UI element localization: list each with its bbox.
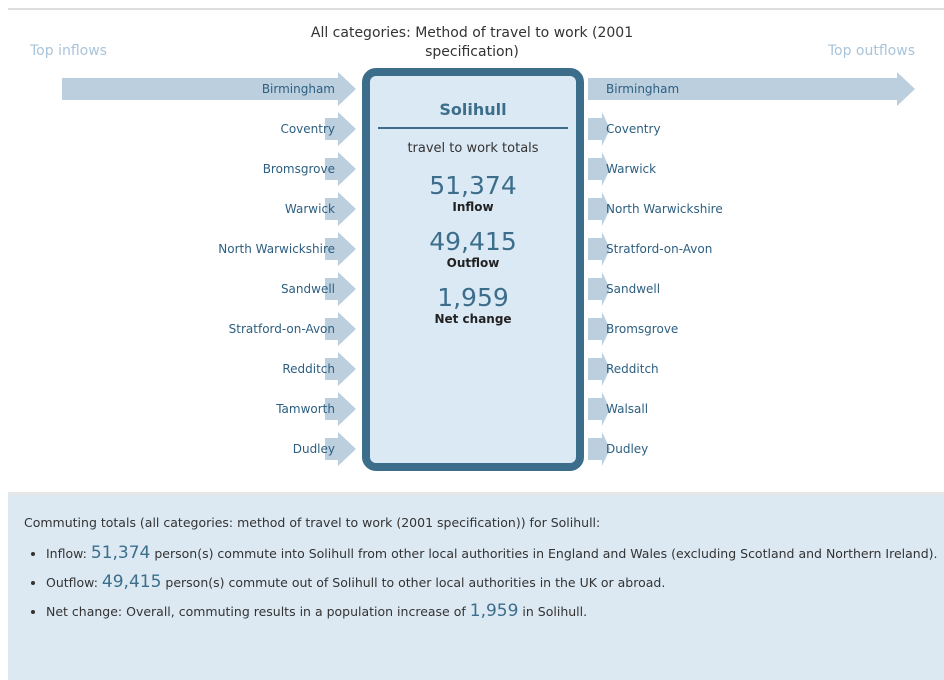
outflow-arrow (588, 112, 610, 146)
inflow-label: Dudley (293, 442, 335, 456)
inflow-arrow (325, 432, 356, 466)
net-label: Net change (434, 312, 512, 326)
bullet-prefix: Outflow: (46, 575, 98, 590)
outflow-label: Bromsgrove (606, 322, 678, 336)
bullet-suffix: in Solihull. (522, 604, 588, 619)
inflow-label: Bromsgrove (263, 162, 335, 176)
inflow-arrow (325, 272, 356, 306)
details-panel: Commuting totals (all categories: method… (8, 492, 944, 680)
inflow-label: Inflow (452, 200, 494, 214)
outflow-arrow (588, 312, 610, 346)
inflow-arrow (325, 112, 356, 146)
inflow-label: Sandwell (281, 282, 335, 296)
summary-box: Solihull travel to work totals 51,374 In… (362, 68, 584, 471)
outflow-label: Sandwell (606, 282, 660, 296)
diagram-panel (8, 8, 944, 492)
inflow-total: 51,374 (429, 171, 517, 200)
bullet-value: 1,959 (469, 601, 519, 621)
inflow-label: Stratford-on-Avon (229, 322, 335, 336)
bullet: Inflow: 51,374 person(s) commute into So… (46, 544, 944, 563)
inflow-arrow (325, 152, 356, 186)
inflow-label: Tamworth (275, 402, 335, 416)
inflow-label: Birmingham (262, 82, 335, 96)
flow-arrows: Birmingham Coventry Bromsgrove Warwick North… (62, 72, 915, 466)
bullet-prefix: Net change: Overall, commuting results i… (46, 604, 466, 619)
bullet-suffix: person(s) commute into Solihull from oth… (154, 546, 938, 561)
bullet-suffix: person(s) commute out of Solihull to oth… (165, 575, 666, 590)
inflow-label: Redditch (282, 362, 335, 376)
outflow-label: Redditch (606, 362, 659, 376)
outflow-arrow (588, 272, 610, 306)
inflow-label: Coventry (280, 122, 335, 136)
outflow-arrow (588, 392, 610, 426)
divider (378, 127, 568, 129)
outflows-heading: Top outflows (827, 43, 915, 59)
outflow-arrow (588, 232, 610, 266)
outflow-label: Warwick (606, 162, 656, 176)
area-name: Solihull (439, 100, 507, 119)
inflow-arrow (325, 232, 356, 266)
inflow-label: Warwick (285, 202, 335, 216)
inflow-arrow (62, 72, 356, 106)
outflow-arrow (588, 432, 610, 466)
outflow-arrow (588, 192, 610, 226)
bullet-value: 51,374 (90, 543, 151, 563)
outflow-arrow (588, 72, 915, 106)
outflow-total: 49,415 (429, 227, 517, 256)
inflow-arrow (325, 352, 356, 386)
outflow-arrow (588, 152, 610, 186)
net-total: 1,959 (437, 283, 509, 312)
inflow-arrow (325, 312, 356, 346)
inflows-heading: Top inflows (30, 43, 107, 59)
bullet: Outflow: 49,415 person(s) commute out of… (46, 573, 944, 592)
outflow-label: Dudley (606, 442, 648, 456)
outflow-label: Coventry (606, 122, 661, 136)
bullet-value: 49,415 (101, 572, 162, 592)
outflow-label: Birmingham (606, 82, 679, 96)
bullet-prefix: Inflow: (46, 546, 87, 561)
outflow-label: North Warwickshire (606, 202, 723, 216)
details-intro: Commuting totals (all categories: method… (24, 515, 601, 530)
outflow-arrow (588, 352, 610, 386)
outflow-label: Walsall (606, 402, 648, 416)
inflow-arrow (325, 392, 356, 426)
subtitle: travel to work totals (407, 141, 539, 156)
inflow-label: North Warwickshire (218, 242, 335, 256)
details-list: Inflow: 51,374 person(s) commute into So… (24, 544, 944, 621)
bullet: Net change: Overall, commuting results i… (46, 602, 944, 621)
title: All categories: Method of travel to work… (310, 25, 634, 60)
outflow-label: Stratford-on-Avon (606, 242, 712, 256)
inflow-arrow (325, 192, 356, 226)
outflow-label: Outflow (446, 256, 500, 270)
